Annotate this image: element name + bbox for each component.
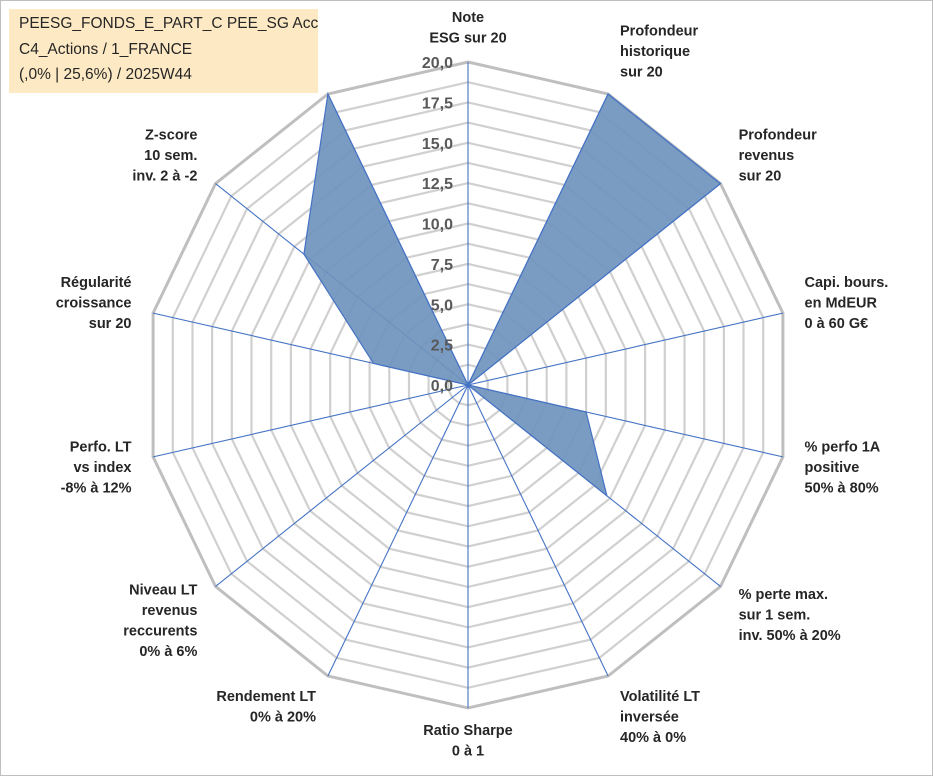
axis-label: Niveau LT revenus reccurents 0% à 6% bbox=[123, 583, 197, 661]
tick-label: 0,0 bbox=[431, 378, 453, 395]
axis-label-line: revenus bbox=[142, 603, 198, 619]
tick-label: 20,0 bbox=[422, 55, 453, 72]
axis-label: Ratio Sharpe 0 à 1 bbox=[423, 723, 512, 760]
spoke-line bbox=[467, 384, 609, 677]
axis-label-line: Capi. bours. bbox=[805, 275, 889, 291]
tick-label: 15,0 bbox=[422, 136, 453, 153]
chart-title-box: PEESG_FONDS_E_PART_C PEE_SG Acc C4_Actio… bbox=[9, 9, 318, 93]
axis-label-line: 0% à 20% bbox=[250, 710, 316, 726]
tick-layer: 0,0 2,5 5,0 7,5 10,0 12,5 15,0 17,5 20,0 bbox=[422, 55, 453, 395]
axis-label: Rendement LT 0% à 20% bbox=[216, 689, 316, 726]
spoke-line bbox=[152, 384, 469, 458]
axis-label-line: 10 sem. bbox=[144, 148, 197, 164]
axis-label-line: Note bbox=[452, 10, 484, 26]
tick-label: 2,5 bbox=[431, 338, 453, 355]
axis-label-line: en MdEUR bbox=[805, 296, 878, 312]
axis-label-line: Ratio Sharpe bbox=[423, 723, 512, 739]
axis-label-line: historique bbox=[620, 44, 690, 60]
title-line-1: PEESG_FONDS_E_PART_C PEE_SG Acc bbox=[19, 15, 319, 32]
axis-label-line: Volatilité LT bbox=[620, 689, 700, 705]
label-layer: Note ESG sur 20 Profondeur historique sur 20… bbox=[56, 10, 889, 760]
axis-label: Perfo. LT vs index -8% à 12% bbox=[61, 439, 132, 496]
axis-label-line: revenus bbox=[739, 148, 795, 164]
axis-label-line: Niveau LT bbox=[129, 583, 197, 599]
axis-label: % perfo 1A positive 50% à 80% bbox=[805, 439, 881, 496]
axis-label-line: % perte max. bbox=[739, 587, 828, 603]
axis-label-line: 50% à 80% bbox=[805, 480, 879, 496]
axis-label: Volatilité LT inversée 40% à 0% bbox=[620, 689, 700, 746]
axis-label-line: Profondeur bbox=[739, 127, 817, 143]
axis-label-line: Régularité bbox=[61, 275, 132, 291]
axis-label-line: positive bbox=[805, 460, 860, 476]
axis-label-line: croissance bbox=[56, 296, 132, 312]
axis-label-line: Rendement LT bbox=[216, 689, 316, 705]
axis-label-line: ESG sur 20 bbox=[429, 31, 506, 47]
tick-label: 5,0 bbox=[431, 297, 453, 314]
title-line-2: C4_Actions / 1_FRANCE bbox=[19, 41, 193, 58]
axis-label-line: sur 20 bbox=[739, 168, 782, 184]
axis-label: Profondeur historique sur 20 bbox=[620, 23, 698, 80]
axis-label: % perte max. sur 1 sem. inv. 50% à 20% bbox=[739, 587, 841, 644]
axis-label-line: 0 à 60 G€ bbox=[805, 316, 869, 332]
axis-label: Capi. bours. en MdEUR 0 à 60 G€ bbox=[805, 275, 889, 332]
axis-label-line: inv. 2 à -2 bbox=[132, 168, 197, 184]
series-layer bbox=[303, 91, 722, 498]
axis-label-line: vs index bbox=[73, 460, 131, 476]
tick-label: 17,5 bbox=[422, 95, 453, 112]
tick-label: 12,5 bbox=[422, 176, 453, 193]
axis-label-line: -8% à 12% bbox=[61, 480, 132, 496]
axis-label-line: 0% à 6% bbox=[139, 644, 197, 660]
axis-label-line: % perfo 1A bbox=[805, 439, 881, 455]
tick-label: 7,5 bbox=[431, 257, 453, 274]
axis-label: Note ESG sur 20 bbox=[429, 10, 506, 47]
axis-label-line: sur 20 bbox=[620, 64, 663, 80]
spoke-line bbox=[467, 312, 784, 386]
axis-label-line: sur 20 bbox=[89, 316, 132, 332]
axis-label-line: inv. 50% à 20% bbox=[739, 628, 841, 644]
axis-label: Z-score 10 sem. inv. 2 à -2 bbox=[132, 127, 197, 184]
axis-label-line: 0 à 1 bbox=[452, 744, 484, 760]
axis-label: Profondeur revenus sur 20 bbox=[739, 127, 817, 184]
axis-label-line: Z-score bbox=[145, 127, 197, 143]
axis-label-line: 40% à 0% bbox=[620, 730, 686, 746]
axis-label-line: Perfo. LT bbox=[70, 439, 132, 455]
series-area bbox=[303, 91, 722, 498]
tick-label: 10,0 bbox=[422, 217, 453, 234]
axis-label: Régularité croissance sur 20 bbox=[56, 275, 132, 332]
axis-label-line: Profondeur bbox=[620, 23, 698, 39]
axis-label-line: sur 1 sem. bbox=[739, 608, 811, 624]
axis-label-line: inversée bbox=[620, 710, 679, 726]
spoke-line bbox=[327, 384, 469, 677]
axis-label-line: reccurents bbox=[123, 624, 197, 640]
title-line-3: (,0% | 25,6%) / 2025W44 bbox=[19, 66, 192, 83]
spoke-line bbox=[215, 384, 469, 587]
